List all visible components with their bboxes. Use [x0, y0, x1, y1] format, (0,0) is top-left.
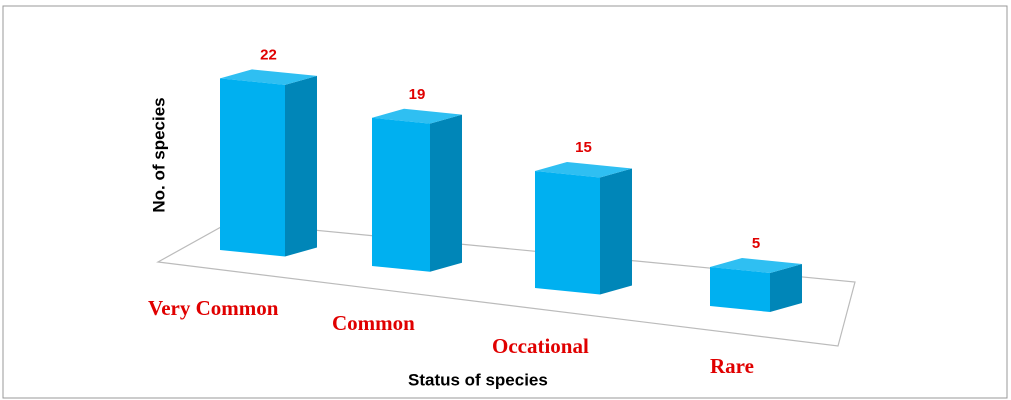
- value-label: 5: [752, 235, 760, 252]
- bar: [710, 258, 802, 312]
- value-label: 19: [409, 86, 426, 103]
- x-tick-label: Common: [332, 311, 415, 335]
- x-tick-label: Rare: [710, 354, 754, 378]
- bar-side: [285, 75, 317, 257]
- bar-top: [710, 258, 802, 273]
- bar-top: [535, 162, 632, 178]
- x-axis-title: Status of species: [408, 370, 548, 389]
- x-tick-label: Occational: [492, 334, 589, 358]
- bar-side: [600, 168, 632, 295]
- bar-top: [220, 69, 317, 85]
- bar: [535, 171, 600, 295]
- bar: [372, 108, 462, 272]
- bar: [220, 78, 285, 257]
- bar-side: [770, 264, 802, 312]
- x-tick-label: Very Common: [148, 296, 279, 320]
- value-label: 22: [260, 46, 277, 63]
- bar-top: [372, 108, 462, 124]
- bar: [372, 117, 430, 272]
- bar: [220, 69, 317, 257]
- value-label: 15: [575, 139, 592, 156]
- y-axis-title: No. of species: [149, 97, 168, 212]
- floor: [156, 221, 856, 347]
- bar: [710, 267, 770, 312]
- bar: [535, 162, 632, 295]
- bar-side: [430, 114, 462, 272]
